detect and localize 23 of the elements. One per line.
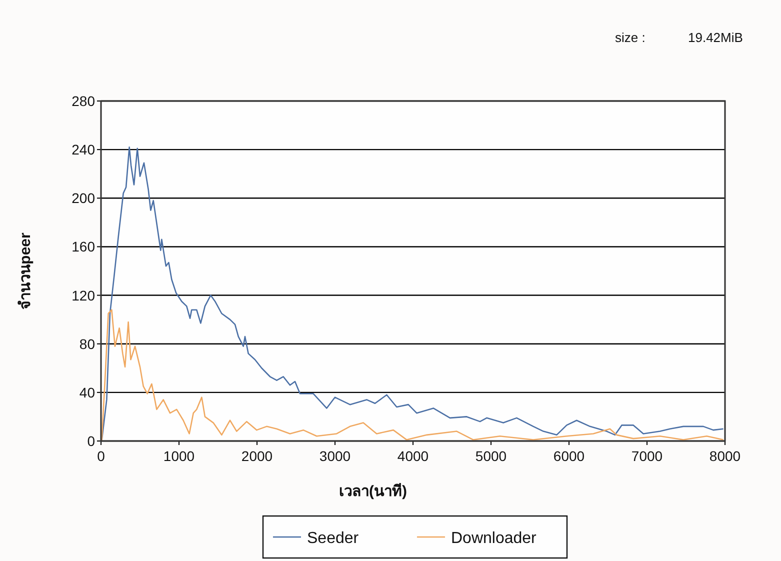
y-axis-title: จำนวนpeer: [17, 232, 34, 310]
x-tick-label: 5000: [475, 448, 507, 464]
y-tick-label: 0: [87, 433, 96, 449]
legend-label: Seeder: [307, 530, 360, 547]
y-tick-label: 280: [72, 93, 96, 109]
y-tick-label: 240: [72, 142, 96, 158]
y-tick-label: 80: [79, 336, 96, 352]
x-tick-label: 6000: [553, 448, 585, 464]
x-tick-label: 3000: [319, 448, 351, 464]
x-tick-label: 7000: [631, 448, 663, 464]
x-tick-label: 4000: [397, 448, 429, 464]
y-tick-label: 120: [72, 287, 96, 304]
y-tick-label: 160: [72, 238, 96, 255]
text: size :: [615, 30, 646, 45]
x-tick-label: 2000: [241, 448, 273, 464]
x-tick-label: 1000: [163, 448, 195, 464]
x-tick-label: 8000: [709, 448, 741, 464]
x-tick-label: 0: [97, 448, 106, 464]
legend-label: Downloader: [451, 530, 538, 547]
y-tick-label: 40: [79, 384, 96, 400]
x-axis-title: เวลา(นาที): [339, 483, 407, 500]
y-tick-label: 200: [72, 190, 96, 206]
text: 19.42MiB: [688, 30, 743, 45]
